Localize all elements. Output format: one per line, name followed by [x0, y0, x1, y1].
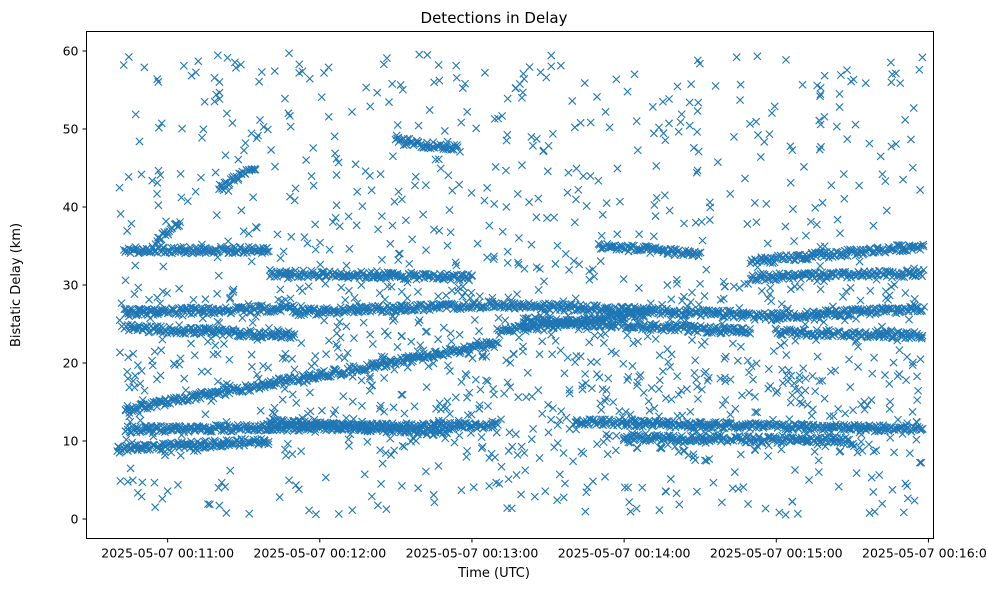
detection-point: [519, 302, 528, 311]
detection-point: [578, 317, 587, 326]
detection-point: [790, 309, 799, 318]
detection-point: [425, 306, 434, 315]
detection-point: [886, 304, 895, 313]
detection-point: [455, 349, 464, 358]
detection-point: [485, 340, 494, 349]
detection-point: [581, 322, 590, 331]
detection-point: [235, 387, 244, 396]
y-tick-label: 50: [63, 122, 79, 137]
detection-point: [124, 244, 133, 253]
detection-point: [340, 308, 349, 317]
y-tick-label: 60: [63, 44, 79, 59]
x-tick-label: 2025-05-07 00:11:00: [101, 546, 234, 561]
y-tick-label: 40: [63, 200, 79, 215]
detection-point: [275, 269, 284, 278]
detection-point: [710, 326, 719, 335]
x-tick-label: 2025-05-07 00:14:00: [558, 546, 691, 561]
detection-point: [178, 394, 187, 403]
detection-point: [746, 324, 754, 333]
chart-title: Detections in Delay: [421, 9, 568, 27]
detection-point: [119, 245, 128, 254]
detection-point: [918, 331, 927, 340]
detection-point: [153, 402, 162, 411]
points-layer: [113, 49, 929, 519]
y-axis-label: Bistatic Delay (km): [9, 223, 24, 347]
detection-point: [479, 344, 488, 353]
detection-point: [492, 338, 501, 347]
detection-point: [794, 312, 803, 321]
detection-point: [239, 249, 248, 258]
detection-point: [494, 339, 503, 348]
x-tick-label: 2025-05-07 00:16:00: [862, 546, 986, 561]
detection-point: [713, 309, 722, 318]
detection-point: [615, 317, 624, 326]
detection-point: [448, 300, 457, 309]
detection-point: [196, 330, 205, 339]
detection-point: [215, 308, 224, 317]
detection-point: [456, 347, 465, 356]
detection-point: [527, 317, 536, 326]
detection-point: [232, 248, 241, 257]
detection-point: [254, 301, 263, 310]
detection-point: [866, 331, 875, 340]
detection-point: [246, 308, 255, 317]
detection-point: [342, 269, 351, 278]
y-tick-label: 0: [71, 512, 79, 527]
x-tick-label: 2025-05-07 00:13:00: [406, 546, 539, 561]
detection-point: [417, 300, 426, 309]
detection-point: [435, 301, 444, 310]
detection-point: [693, 328, 702, 337]
detection-point: [905, 329, 914, 338]
detection-point: [233, 383, 242, 392]
y-tick-label: 20: [63, 356, 79, 371]
detection-point: [917, 334, 926, 343]
detection-point: [330, 268, 339, 277]
detection-point: [582, 307, 591, 316]
detection-point: [782, 327, 791, 336]
detection-point: [467, 304, 476, 313]
detection-point: [720, 312, 729, 321]
detection-point: [290, 330, 299, 339]
detection-point: [294, 272, 303, 281]
detection-point: [181, 329, 190, 338]
detection-point: [289, 333, 298, 342]
detection-point: [360, 365, 369, 374]
detection-point: [721, 325, 730, 334]
detection-point: [257, 333, 266, 342]
y-tick-label: 30: [63, 278, 79, 293]
x-tick-label: 2025-05-07 00:12:00: [253, 546, 386, 561]
detection-point: [776, 308, 785, 317]
detection-point: [705, 306, 714, 315]
detection-point: [920, 302, 929, 311]
y-tick-label: 10: [63, 434, 79, 449]
detection-point: [803, 307, 812, 316]
detection-point: [630, 313, 639, 322]
detection-point: [915, 333, 924, 342]
detection-point: [541, 299, 550, 308]
detection-point: [364, 303, 373, 312]
detection-point: [917, 306, 926, 315]
detection-point: [882, 329, 891, 338]
detection-point: [917, 333, 926, 342]
detection-point: [129, 246, 138, 255]
detection-point: [264, 247, 273, 256]
detection-point: [205, 392, 214, 401]
detection-point: [236, 243, 245, 252]
detection-point: [159, 244, 168, 253]
x-tick-label: 2025-05-07 00:15:00: [710, 546, 843, 561]
detection-point: [427, 300, 436, 309]
detection-point: [153, 326, 162, 335]
x-axis-label: Time (UTC): [457, 566, 530, 581]
detection-point: [507, 298, 516, 307]
detection-point: [898, 329, 907, 338]
